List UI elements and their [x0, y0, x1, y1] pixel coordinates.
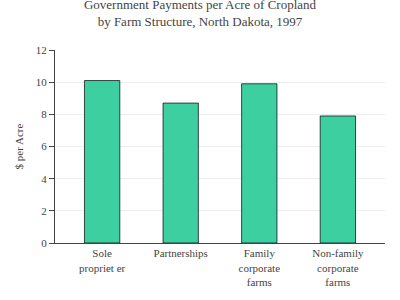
svg-text:2: 2 [41, 205, 47, 217]
svg-text:12: 12 [36, 44, 47, 56]
svg-text:8: 8 [41, 108, 47, 120]
svg-text:Solepropriet er: Solepropriet er [79, 247, 125, 273]
svg-text:$ per Acre: $ per Acre [13, 123, 25, 169]
svg-text:Non-familycorporatefarms: Non-familycorporatefarms [312, 247, 364, 288]
svg-text:Familycorporatefarms: Familycorporatefarms [239, 247, 281, 288]
svg-text:Partnerships: Partnerships [154, 247, 208, 259]
svg-text:4: 4 [41, 173, 47, 185]
svg-text:6: 6 [41, 140, 47, 152]
svg-text:Government Payments per Acre o: Government Payments per Acre of Cropland… [84, 0, 317, 29]
svg-text:0: 0 [41, 237, 47, 249]
svg-text:10: 10 [36, 76, 48, 88]
